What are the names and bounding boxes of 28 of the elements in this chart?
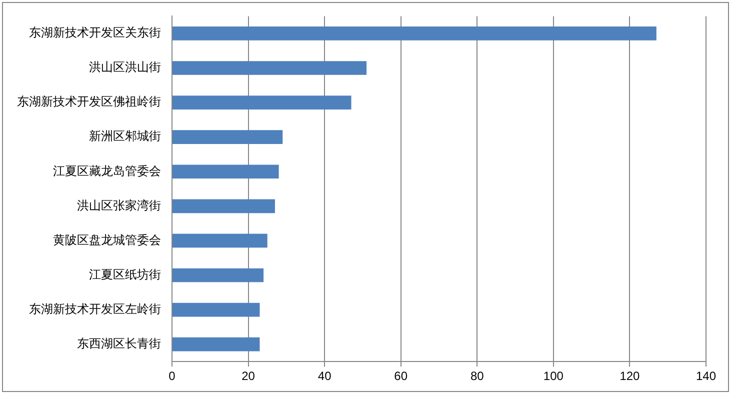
x-tick-label: 20 (242, 369, 256, 384)
y-tick-label: 黄陂区盘龙城管委会 (53, 232, 161, 247)
y-tick-label: 东西湖区长青街 (77, 336, 161, 350)
x-tick-label: 120 (620, 369, 640, 384)
x-tick-label: 0 (168, 369, 176, 384)
bar (172, 337, 260, 352)
bar (172, 199, 275, 214)
y-tick-label: 江夏区纸坊街 (89, 267, 161, 282)
bar (172, 96, 352, 110)
y-tick-label: 洪山区洪山街 (89, 60, 161, 74)
x-tick-label: 60 (394, 369, 408, 384)
bar (172, 164, 279, 179)
x-tick-label: 140 (696, 369, 716, 384)
y-tick-label: 江夏区藏龙岛管委会 (53, 164, 161, 178)
bar (172, 268, 264, 282)
bar (172, 61, 367, 75)
bar (172, 234, 268, 248)
y-tick-label: 东湖新技术开发区左岭街 (29, 302, 161, 316)
x-tick-label: 80 (470, 369, 484, 384)
y-tick-label: 东湖新技术开发区关东街 (29, 26, 161, 40)
x-tick-label: 100 (543, 369, 564, 384)
bar (172, 130, 283, 144)
y-tick-label: 东湖新技术开发区佛祖岭街 (17, 94, 161, 109)
y-tick-label: 洪山区张家湾街 (77, 198, 161, 212)
bar (172, 26, 656, 40)
bar (172, 302, 260, 317)
y-tick-label: 新洲区邾城街 (89, 129, 161, 144)
x-tick-label: 40 (318, 369, 332, 384)
